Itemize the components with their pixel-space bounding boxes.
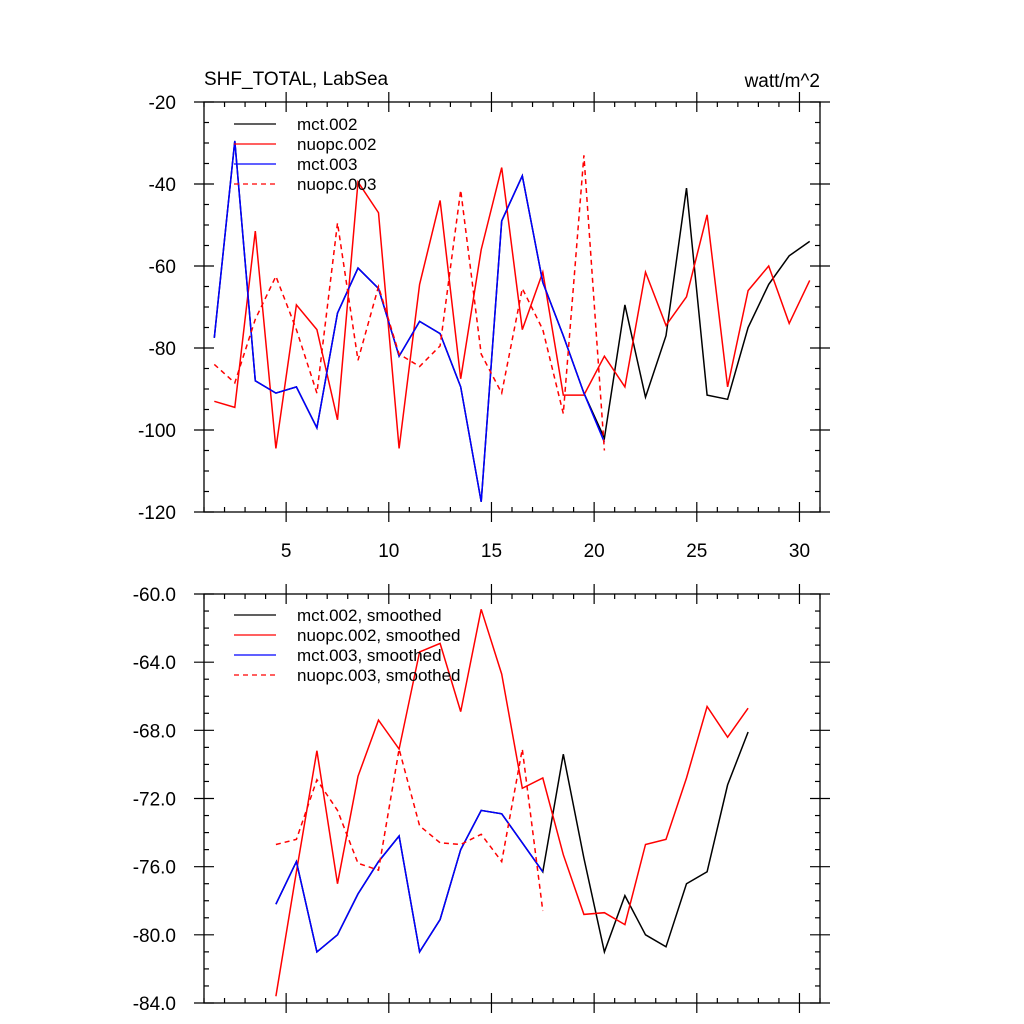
top-panel: 5 10 15 20 25 30-20-40-60-80-100-120mct.002nu… [138, 92, 830, 562]
legend-label: mct.003 [297, 155, 357, 174]
y-tick-label: -64.0 [133, 653, 176, 674]
bottom-panel: -60.0 -64.0 -68.0 -72.0 -76.0 -80.0 -84.0 mct.0… [133, 584, 830, 1015]
y-tick-label: -60 [149, 257, 176, 278]
y-tick-label: -40 [149, 175, 176, 196]
series-line-4 [275, 748, 544, 912]
y-tick-label: -68.0 [133, 721, 176, 742]
legend-label: mct.002, smoothed [297, 606, 442, 625]
chart-title: SHF_TOTAL, LabSea [204, 69, 389, 90]
x-tick-label: 10 [378, 541, 399, 562]
legend-label: mct.002 [297, 115, 357, 134]
series-line-1 [275, 731, 749, 955]
x-tick-label: 30 [789, 541, 810, 562]
series-line-2 [275, 609, 749, 997]
y-tick-label: -20 [149, 93, 176, 114]
x-tick-label: 20 [584, 541, 605, 562]
x-tick-label: 15 [481, 541, 502, 562]
y-tick-label: -80.0 [133, 926, 176, 947]
legend-label: nuopc.003, smoothed [297, 666, 461, 685]
legend-label: nuopc.003 [297, 175, 376, 194]
legend-label: mct.003, smoothed [297, 646, 442, 665]
x-tick-label: 5 [281, 541, 292, 562]
y-tick-label: -72.0 [133, 790, 176, 811]
y-tick-label: -76.0 [133, 858, 176, 879]
y-tick-label: -60.0 [133, 585, 176, 606]
series-line-3 [275, 809, 544, 954]
x-tick-label: 25 [686, 541, 707, 562]
legend-label: nuopc.002, smoothed [297, 626, 461, 645]
y-tick-label: -80 [149, 339, 176, 360]
y-tick-label: -84.0 [133, 994, 176, 1015]
series-line-4 [213, 155, 606, 451]
chart-units: watt/m^2 [744, 71, 820, 92]
series-line-3 [213, 140, 606, 502]
y-tick-label: -120 [138, 503, 176, 524]
series-line-2 [214, 167, 811, 449]
y-tick-label: -100 [138, 421, 176, 442]
legend-label: nuopc.002 [297, 135, 376, 154]
